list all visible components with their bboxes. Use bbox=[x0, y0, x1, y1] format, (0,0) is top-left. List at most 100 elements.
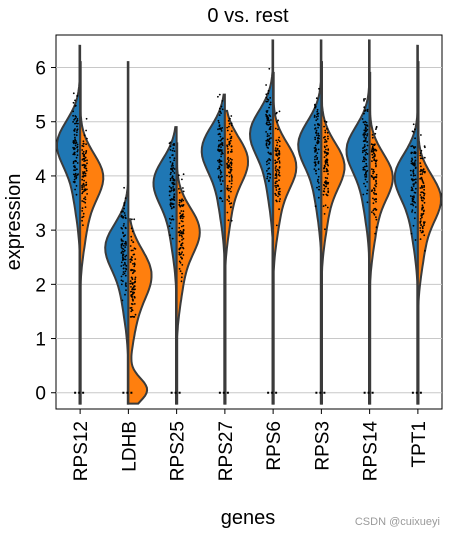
y-tick-label: 6 bbox=[35, 59, 46, 80]
data-point bbox=[364, 137, 367, 140]
data-point bbox=[124, 226, 127, 229]
data-point bbox=[84, 201, 87, 204]
data-point bbox=[180, 280, 183, 283]
data-point bbox=[419, 157, 422, 160]
data-point bbox=[181, 257, 183, 260]
data-point bbox=[414, 128, 416, 131]
data-point bbox=[423, 145, 426, 148]
data-point bbox=[180, 244, 183, 247]
data-point bbox=[218, 139, 220, 142]
data-point bbox=[372, 197, 374, 200]
data-point bbox=[313, 147, 316, 149]
data-point bbox=[82, 212, 85, 215]
data-point bbox=[411, 187, 414, 190]
data-point bbox=[86, 188, 88, 191]
violins bbox=[56, 39, 443, 405]
data-point bbox=[180, 234, 183, 237]
data-point bbox=[274, 159, 277, 162]
data-point bbox=[230, 174, 233, 177]
data-point bbox=[230, 166, 233, 169]
data-point bbox=[317, 175, 320, 178]
data-point bbox=[230, 124, 233, 127]
data-point bbox=[325, 148, 327, 151]
data-point bbox=[274, 185, 277, 187]
data-point bbox=[74, 188, 76, 191]
data-point bbox=[315, 129, 318, 132]
data-point bbox=[171, 154, 174, 157]
data-point bbox=[326, 163, 329, 166]
data-point bbox=[134, 280, 137, 283]
data-point bbox=[133, 263, 136, 266]
data-point bbox=[220, 153, 223, 156]
data-point bbox=[81, 192, 84, 195]
data-point bbox=[410, 151, 413, 154]
y-tick-label: 5 bbox=[35, 113, 46, 134]
data-point bbox=[123, 249, 126, 252]
data-point bbox=[276, 200, 278, 203]
data-point bbox=[316, 142, 319, 145]
plot-frame bbox=[55, 34, 443, 410]
y-axis: 0 1 2 3 4 5 6 bbox=[35, 59, 56, 405]
data-point bbox=[265, 115, 268, 118]
data-point bbox=[317, 188, 320, 191]
data-point bbox=[362, 193, 365, 196]
data-point bbox=[324, 138, 327, 141]
data-point bbox=[182, 187, 184, 189]
data-point bbox=[373, 213, 376, 216]
data-point bbox=[366, 108, 369, 111]
data-point bbox=[125, 289, 127, 292]
data-point bbox=[228, 200, 230, 203]
data-point bbox=[275, 186, 277, 189]
data-point bbox=[323, 136, 325, 139]
data-point bbox=[423, 209, 425, 212]
data-point bbox=[169, 222, 172, 224]
data-point bbox=[274, 192, 277, 195]
data-point bbox=[421, 169, 424, 172]
data-point bbox=[231, 158, 233, 161]
data-point bbox=[169, 149, 172, 151]
data-point bbox=[325, 180, 327, 182]
data-point bbox=[411, 195, 414, 198]
data-point bbox=[421, 173, 424, 175]
data-point bbox=[85, 169, 88, 172]
data-point bbox=[82, 200, 85, 203]
data-point bbox=[82, 150, 85, 153]
data-point bbox=[182, 224, 185, 227]
data-point bbox=[229, 139, 232, 142]
data-point bbox=[169, 198, 172, 201]
data-point bbox=[313, 116, 316, 118]
data-point bbox=[326, 206, 329, 209]
data-point bbox=[228, 196, 231, 199]
data-point bbox=[182, 173, 185, 176]
data-point bbox=[366, 134, 368, 137]
data-point bbox=[266, 135, 269, 138]
data-point bbox=[230, 145, 233, 148]
data-point bbox=[363, 99, 365, 102]
data-point bbox=[274, 149, 277, 152]
data-point bbox=[81, 216, 84, 219]
data-point bbox=[168, 217, 171, 220]
data-point bbox=[364, 185, 367, 188]
data-point bbox=[182, 190, 185, 193]
data-point bbox=[414, 206, 417, 208]
data-point bbox=[363, 182, 365, 185]
data-point bbox=[266, 175, 269, 178]
data-point bbox=[325, 144, 328, 147]
data-point bbox=[371, 156, 374, 159]
data-point bbox=[132, 249, 134, 252]
data-point bbox=[81, 219, 83, 222]
data-point bbox=[85, 184, 87, 187]
data-point bbox=[74, 99, 76, 102]
data-point bbox=[375, 179, 377, 182]
data-point bbox=[326, 168, 328, 171]
data-point bbox=[372, 143, 374, 146]
data-point bbox=[120, 252, 123, 254]
data-point bbox=[323, 170, 325, 173]
data-point bbox=[226, 162, 228, 165]
data-point bbox=[217, 175, 220, 178]
data-point bbox=[269, 132, 272, 135]
data-point bbox=[422, 196, 425, 199]
data-point bbox=[419, 152, 422, 155]
data-point bbox=[325, 170, 328, 173]
data-point bbox=[129, 282, 132, 285]
